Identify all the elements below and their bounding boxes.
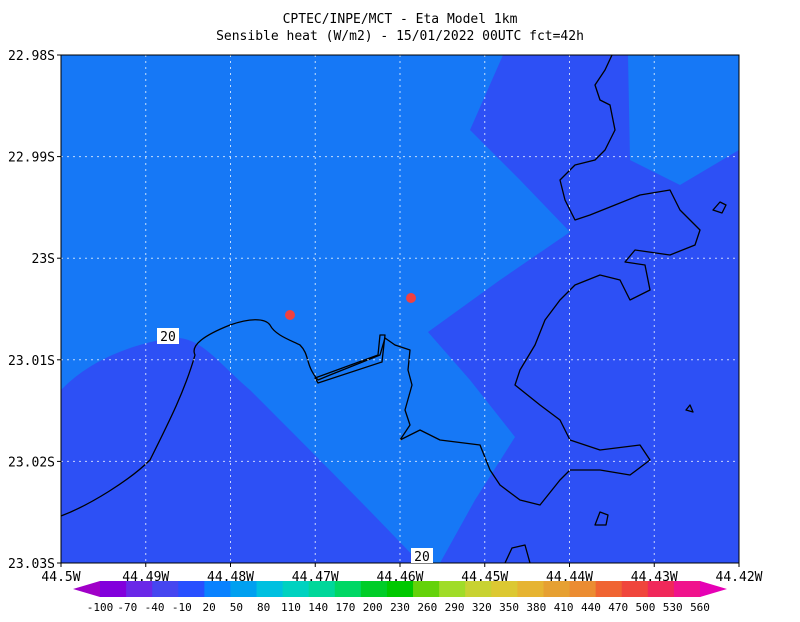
point-marker: [406, 293, 416, 303]
contour-label-box: [411, 548, 433, 563]
colorbar-label: 140: [308, 601, 328, 614]
coastline: [504, 544, 531, 563]
colorbar-box: [439, 581, 466, 597]
colorbar-box: [465, 581, 492, 597]
grid: [61, 55, 739, 563]
colorbar-label: 80: [257, 601, 270, 614]
breakwater: [314, 334, 386, 384]
y-axis-label: 23.01S: [8, 354, 55, 369]
colorbar-label: 500: [636, 601, 656, 614]
colorbar-box: [491, 581, 518, 597]
colorbar-box: [673, 581, 701, 597]
dark-region: [61, 337, 420, 563]
colorbar-box: [595, 581, 623, 597]
colorbar-label: -100: [87, 601, 114, 614]
colorbar-box: [360, 581, 388, 597]
colorbar-box: [256, 581, 284, 597]
colorbar-box: [386, 581, 414, 597]
colorbar-label: 530: [663, 601, 683, 614]
colorbar-label: 560: [690, 601, 710, 614]
colorbar-box: [621, 581, 649, 597]
colorbar-box: [543, 581, 571, 597]
colorbar-box: [152, 581, 179, 597]
colorbar-label: 290: [445, 601, 465, 614]
colorbar-label: 380: [526, 601, 546, 614]
colorbar-box: [178, 581, 205, 597]
contour-label: 20: [160, 330, 176, 345]
dark-region: [428, 55, 739, 563]
colorbar-box: [126, 581, 153, 597]
y-axis-label: 22.98S: [8, 49, 55, 64]
contour-label: 20: [414, 550, 430, 565]
title-line2: Sensible heat (W/m2) - 15/01/2022 00UTC …: [216, 29, 584, 44]
colorbar-label: 170: [336, 601, 356, 614]
colorbar-box: [308, 581, 336, 597]
colorbar-label: 440: [581, 601, 601, 614]
colorbar-box: [204, 581, 231, 597]
colorbar-box: [569, 581, 597, 597]
colorbar: -100 -70 -40 -10 20 50 80 110 140 170 200 230 260 290…: [73, 581, 727, 614]
island: [594, 201, 727, 526]
colorbar-label: -40: [145, 601, 165, 614]
colorbar-arrow: [700, 581, 727, 597]
colorbar-label: 50: [230, 601, 243, 614]
colorbar-box: [517, 581, 544, 597]
x-axis-label: 44.5W: [41, 570, 80, 585]
colorbar-label: 320: [472, 601, 492, 614]
colorbar-label: 20: [202, 601, 215, 614]
colorbar-label: 410: [554, 601, 574, 614]
colorbar-label: -10: [172, 601, 192, 614]
point-marker: [285, 310, 295, 320]
colorbar-arrow: [73, 581, 100, 597]
x-axis-label: 44.42W: [716, 570, 763, 585]
colorbar-label: 470: [608, 601, 628, 614]
colorbar-label: -70: [117, 601, 137, 614]
y-axis-label: 22.99S: [8, 151, 55, 166]
colorbar-box: [413, 581, 440, 597]
contour-label-box: [157, 328, 179, 344]
colorbar-label: 110: [281, 601, 301, 614]
colorbar-box: [334, 581, 362, 597]
y-axis-label: 23.03S: [8, 557, 55, 572]
colorbar-box: [647, 581, 675, 597]
colorbar-label: 200: [363, 601, 383, 614]
colorbar-box: [100, 581, 127, 597]
colorbar-box: [230, 581, 258, 597]
colorbar-label: 260: [417, 601, 437, 614]
coastline: [61, 55, 701, 517]
colorbar-label: 230: [390, 601, 410, 614]
colorbar-label: 350: [499, 601, 519, 614]
title-line1: CPTEC/INPE/MCT - Eta Model 1km: [283, 12, 518, 27]
colorbar-box: [282, 581, 310, 597]
y-axis-label: 23S: [32, 252, 55, 267]
y-axis-label: 23.02S: [8, 455, 55, 470]
